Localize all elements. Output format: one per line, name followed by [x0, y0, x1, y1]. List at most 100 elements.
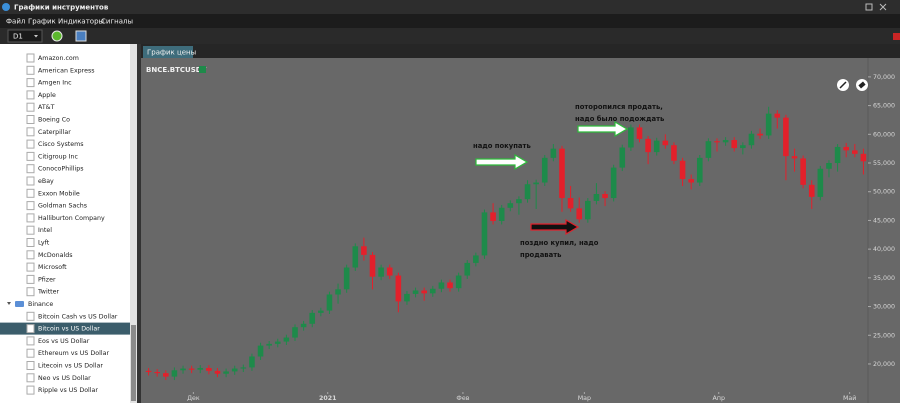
instrument-item[interactable]: Lyft: [38, 240, 50, 247]
instrument-item[interactable]: Bitcoin vs US Dollar: [38, 326, 100, 333]
candle-body: [860, 153, 867, 162]
instrument-item[interactable]: Citigroup Inc: [38, 153, 79, 160]
instrument-item[interactable]: Amgen Inc: [38, 80, 72, 87]
instrument-item[interactable]: AT&T: [38, 104, 55, 111]
candle-body: [300, 323, 307, 328]
splitter[interactable]: [137, 44, 141, 403]
instrument-item[interactable]: Goldman Sachs: [38, 203, 87, 210]
candle-body: [231, 368, 238, 372]
instrument-item[interactable]: Ethereum vs US Dollar: [38, 350, 109, 357]
toolbar: [0, 28, 900, 44]
timeframe-dropdown[interactable]: [7, 29, 43, 43]
instrument-item[interactable]: eBay: [38, 178, 54, 185]
candle-body: [791, 156, 798, 159]
instrument-item[interactable]: Neo vs US Dollar: [38, 375, 91, 382]
candle-body: [395, 275, 402, 302]
candle-body: [309, 312, 316, 324]
item-icon: [26, 361, 35, 370]
candle-body: [361, 246, 367, 255]
menu-item[interactable]: Файл: [6, 18, 25, 26]
candle-body: [249, 356, 255, 368]
instrument-item[interactable]: Intel: [38, 227, 52, 234]
candle-body: [326, 294, 333, 311]
candle-body: [593, 194, 600, 201]
item-icon: [26, 238, 35, 247]
group-icon: [15, 301, 24, 307]
y-tick-label: 60,000: [873, 131, 895, 138]
app-icon: [2, 3, 10, 11]
candle-body: [266, 343, 272, 346]
instrument-item[interactable]: ConocoPhillips: [38, 166, 83, 173]
instrument-item[interactable]: Pfizer: [38, 276, 56, 283]
item-icon: [26, 65, 35, 75]
item-icon: [26, 373, 35, 383]
menu-item[interactable]: Индикаторы: [58, 18, 104, 26]
candle-body: [800, 158, 806, 185]
candle-body: [206, 367, 212, 371]
x-tick-label: Май: [843, 394, 856, 402]
item-icon: [26, 287, 35, 297]
candle-body: [826, 163, 832, 169]
alert-button[interactable]: [893, 33, 900, 40]
instrument-item[interactable]: American Express: [38, 67, 95, 74]
instrument-item[interactable]: Microsoft: [38, 264, 67, 271]
candle-body: [197, 367, 204, 370]
refresh-button[interactable]: [51, 30, 63, 42]
x-tick-label: Фев: [456, 395, 469, 402]
candle-body: [240, 367, 247, 369]
scrollbar[interactable]: [130, 44, 137, 403]
candle-body: [714, 141, 720, 143]
close-button[interactable]: [879, 3, 887, 11]
tab[interactable]: [143, 46, 193, 58]
candle-body: [473, 255, 479, 263]
scrollbar-thumb[interactable]: [131, 325, 136, 401]
instrument-item[interactable]: Litecoin vs US Dollar: [38, 363, 103, 370]
candle-body: [705, 141, 712, 158]
candle-body: [429, 288, 436, 294]
candle-body: [610, 167, 617, 199]
x-tick-label: Дек: [187, 395, 200, 402]
instrument-item[interactable]: Caterpillar: [38, 129, 71, 136]
maximize-button[interactable]: [865, 3, 873, 11]
candle-body: [524, 184, 531, 200]
instrument-item[interactable]: McDonalds: [38, 252, 72, 259]
menu-item[interactable]: График: [28, 18, 56, 26]
instrument-item[interactable]: Exxon Mobile: [38, 190, 80, 197]
item-icon: [26, 336, 35, 346]
candle-body: [464, 262, 471, 276]
settings-button[interactable]: [75, 30, 87, 42]
expand-triangle: [7, 302, 11, 305]
instrument-item[interactable]: Eos vs US Dollar: [38, 338, 90, 345]
group-name[interactable]: Binance: [28, 301, 53, 308]
instrument-item[interactable]: Amazon.com: [38, 55, 79, 62]
item-icon: [26, 78, 35, 88]
y-tick-label: 70,000: [873, 74, 895, 81]
candle-body: [274, 341, 281, 344]
y-tick-label: 30,000: [873, 304, 895, 311]
item-icon: [26, 324, 35, 334]
item-icon: [26, 53, 35, 63]
candle-body: [516, 199, 522, 204]
candle-body: [343, 267, 350, 290]
instrument-item[interactable]: Twitter: [37, 289, 60, 296]
instrument-item[interactable]: Apple: [38, 92, 56, 99]
candle-body: [843, 146, 849, 151]
instrument-item[interactable]: Halliburton Company: [38, 215, 105, 222]
instrument-item[interactable]: Cisco Systems: [38, 141, 84, 148]
tab-label: График цены: [147, 49, 196, 57]
instrument-item[interactable]: Bitcoin Cash vs US Dollar: [38, 313, 118, 320]
candle-body: [783, 117, 789, 157]
item-icon: [26, 115, 35, 124]
candle-body: [636, 127, 643, 139]
candle-body: [808, 184, 815, 197]
pencil-icon: [839, 81, 847, 89]
item-icon: [26, 164, 35, 174]
instrument-item[interactable]: Ripple vs US Dollar: [38, 387, 98, 394]
candle-body: [257, 345, 264, 357]
item-icon: [26, 311, 35, 321]
item-icon: [26, 151, 35, 161]
item-icon: [26, 176, 35, 186]
menu-item[interactable]: Сигналы: [101, 18, 133, 26]
instrument-item[interactable]: Boeing Co: [38, 117, 70, 124]
candle-body: [774, 113, 781, 118]
